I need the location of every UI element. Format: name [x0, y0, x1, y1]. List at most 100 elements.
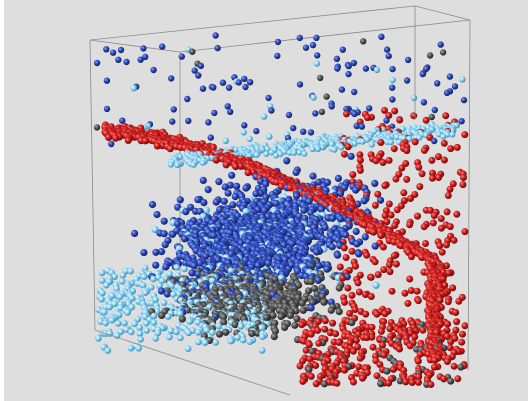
particle-scene — [0, 0, 532, 401]
particle — [334, 252, 341, 259]
particle — [173, 329, 180, 336]
particle — [406, 221, 413, 228]
particle — [308, 304, 315, 311]
particle — [200, 86, 206, 92]
particle — [439, 249, 446, 256]
particle — [161, 230, 168, 237]
particle — [215, 178, 222, 185]
particle — [254, 152, 260, 158]
particle — [150, 276, 157, 283]
particle — [200, 177, 207, 184]
particle — [228, 338, 235, 345]
particle — [308, 278, 315, 285]
particle — [411, 95, 417, 101]
particle — [263, 151, 269, 157]
particle — [355, 279, 362, 286]
particle — [431, 212, 438, 219]
particle — [320, 299, 327, 306]
particle — [128, 329, 135, 336]
particle — [185, 330, 192, 337]
particle — [441, 140, 448, 147]
particle — [242, 185, 249, 192]
particle — [388, 139, 394, 145]
particle — [169, 231, 176, 238]
particle — [142, 137, 149, 144]
particle — [161, 299, 168, 306]
particle — [386, 53, 392, 59]
particle — [360, 38, 366, 44]
particle — [137, 330, 144, 337]
particle — [240, 337, 247, 344]
particle — [452, 309, 459, 316]
particle — [303, 45, 309, 51]
particle — [402, 378, 409, 385]
particle — [396, 346, 403, 353]
particle — [168, 328, 175, 335]
particle — [137, 57, 143, 63]
particle — [377, 232, 384, 239]
particle — [390, 77, 396, 83]
particle — [128, 345, 135, 352]
particle — [420, 71, 426, 77]
particle — [315, 340, 322, 347]
particle — [451, 363, 458, 370]
particle — [259, 333, 266, 340]
particle — [103, 46, 109, 52]
particle — [184, 96, 190, 102]
particle — [459, 181, 466, 188]
particle — [355, 250, 362, 257]
particle — [171, 106, 177, 112]
particle — [348, 153, 355, 160]
particle — [253, 128, 259, 134]
particle — [372, 258, 379, 265]
particle — [447, 378, 454, 385]
particle — [373, 311, 380, 318]
particle — [404, 300, 411, 307]
particle — [440, 375, 447, 382]
particle — [366, 105, 372, 111]
particle — [393, 261, 400, 268]
particle — [149, 201, 156, 208]
particle — [362, 233, 369, 240]
particle — [212, 32, 218, 38]
particle — [168, 162, 174, 168]
particle — [213, 339, 220, 346]
particle — [344, 285, 351, 292]
particle — [431, 138, 437, 144]
particle — [293, 169, 300, 176]
particle — [412, 138, 419, 145]
particle — [350, 348, 357, 355]
particle — [125, 137, 132, 144]
particle — [135, 345, 142, 352]
particle — [386, 261, 393, 268]
particle — [210, 84, 216, 90]
particle — [158, 312, 165, 319]
particle — [419, 170, 426, 177]
particle — [338, 145, 344, 151]
particle — [291, 322, 298, 329]
particle — [274, 53, 280, 59]
particle — [221, 198, 228, 205]
particle — [385, 380, 392, 387]
particle — [432, 107, 438, 113]
particle — [315, 146, 321, 152]
particle — [309, 173, 316, 180]
particle — [429, 175, 436, 182]
particle — [461, 322, 468, 329]
particle — [115, 57, 121, 63]
particle — [94, 60, 100, 66]
particle — [356, 289, 363, 296]
particle — [335, 175, 342, 182]
particle — [323, 93, 329, 99]
particle — [421, 223, 428, 230]
particle — [447, 338, 454, 345]
particle — [106, 304, 113, 311]
particle — [454, 144, 461, 151]
particle — [449, 132, 455, 138]
particle — [313, 248, 320, 255]
particle — [297, 35, 303, 41]
particle — [427, 381, 434, 388]
particle — [182, 208, 189, 215]
particle — [461, 131, 468, 138]
particle — [382, 310, 389, 317]
